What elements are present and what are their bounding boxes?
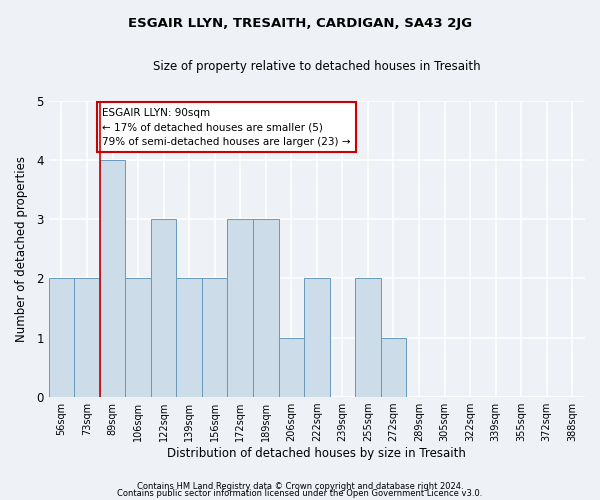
- Bar: [125, 278, 151, 397]
- Title: Size of property relative to detached houses in Tresaith: Size of property relative to detached ho…: [153, 60, 481, 73]
- Bar: [49, 278, 74, 397]
- Bar: [227, 219, 253, 397]
- Bar: [74, 278, 100, 397]
- Bar: [202, 278, 227, 397]
- Y-axis label: Number of detached properties: Number of detached properties: [15, 156, 28, 342]
- Text: ESGAIR LLYN, TRESAITH, CARDIGAN, SA43 2JG: ESGAIR LLYN, TRESAITH, CARDIGAN, SA43 2J…: [128, 18, 472, 30]
- Bar: [304, 278, 329, 397]
- Bar: [380, 338, 406, 397]
- Bar: [253, 219, 278, 397]
- Bar: [278, 338, 304, 397]
- Bar: [151, 219, 176, 397]
- Bar: [355, 278, 380, 397]
- X-axis label: Distribution of detached houses by size in Tresaith: Distribution of detached houses by size …: [167, 447, 466, 460]
- Text: Contains HM Land Registry data © Crown copyright and database right 2024.: Contains HM Land Registry data © Crown c…: [137, 482, 463, 491]
- Text: ESGAIR LLYN: 90sqm
← 17% of detached houses are smaller (5)
79% of semi-detached: ESGAIR LLYN: 90sqm ← 17% of detached hou…: [103, 108, 351, 148]
- Bar: [100, 160, 125, 397]
- Text: Contains public sector information licensed under the Open Government Licence v3: Contains public sector information licen…: [118, 489, 482, 498]
- Bar: [176, 278, 202, 397]
